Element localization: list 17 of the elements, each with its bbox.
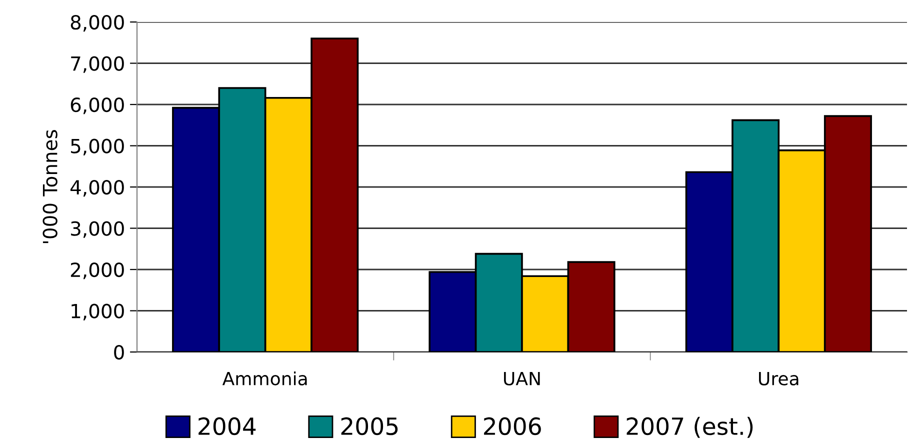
legend-label: 2005 [341, 417, 398, 436]
y-tick-label: 4,000 [70, 180, 124, 197]
y-tick-label: 0 [114, 344, 124, 360]
y-axis-title: '000 Tonnes [42, 130, 58, 244]
y-tick-label: 7,000 [71, 56, 124, 73]
x-tick-label: Urea [759, 372, 798, 386]
y-tick-label: 8,000 [70, 14, 124, 32]
y-tick-label: 5,000 [71, 138, 124, 156]
legend-label: 2006 [484, 417, 541, 436]
y-tick-label: 6,000 [70, 97, 124, 114]
x-tick-label: UAN [504, 372, 540, 386]
legend-label: 2004 [198, 417, 256, 436]
y-tick-label: 3,000 [71, 221, 124, 238]
y-tick-label: 1,000 [72, 304, 124, 320]
legend-label: 2007 (est.) [626, 416, 753, 438]
y-tick-label: 2,000 [70, 262, 124, 280]
x-tick-label: Ammonia [222, 371, 307, 386]
